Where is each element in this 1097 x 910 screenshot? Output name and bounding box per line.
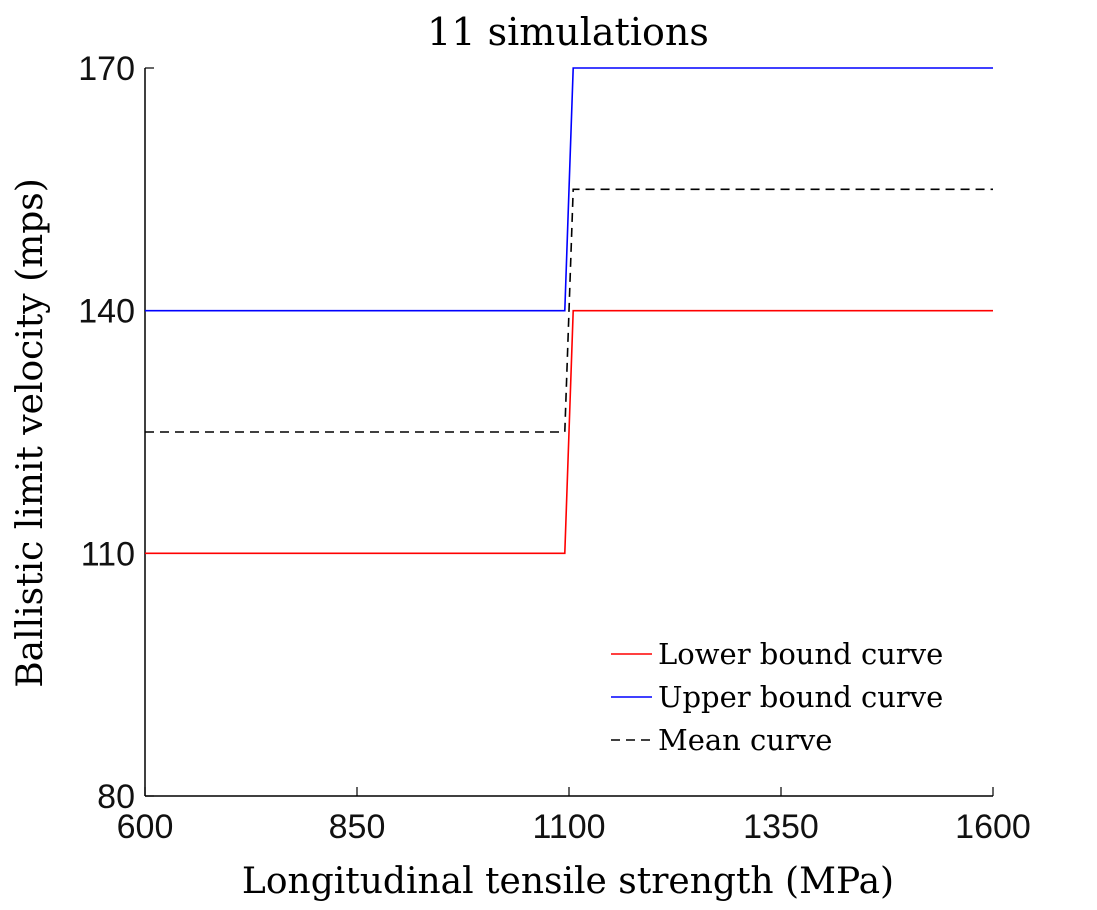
chart-title: 11 simulations — [427, 10, 709, 54]
x-tick-label: 1100 — [532, 808, 605, 846]
series-line-2 — [145, 188, 993, 433]
legend-label-0: Lower bound curve — [658, 637, 943, 671]
y-tick-label: 110 — [81, 535, 135, 573]
series-lines — [145, 67, 993, 555]
ticks: 600 850 1100 1350 1600 80 110 140 170 — [78, 50, 1031, 846]
y-tick-label: 170 — [78, 50, 135, 88]
x-tick-label: 600 — [117, 808, 174, 846]
x-axis-label: Longitudinal tensile strength (MPa) — [242, 861, 894, 902]
x-tick-label: 850 — [329, 808, 386, 846]
series-line-1 — [145, 67, 993, 312]
y-axis-label: Ballistic limit velocity (mps) — [10, 178, 51, 688]
y-tick-label: 80 — [97, 778, 135, 816]
legend-label-2: Mean curve — [658, 723, 832, 757]
legend-label-1: Upper bound curve — [658, 680, 943, 714]
y-tick-label: 140 — [78, 293, 135, 331]
x-tick-label: 1600 — [955, 808, 1031, 846]
series-line-0 — [145, 309, 993, 555]
legend: Lower bound curve Upper bound curve Mean c… — [611, 637, 943, 757]
x-tick-label: 1350 — [743, 808, 819, 846]
